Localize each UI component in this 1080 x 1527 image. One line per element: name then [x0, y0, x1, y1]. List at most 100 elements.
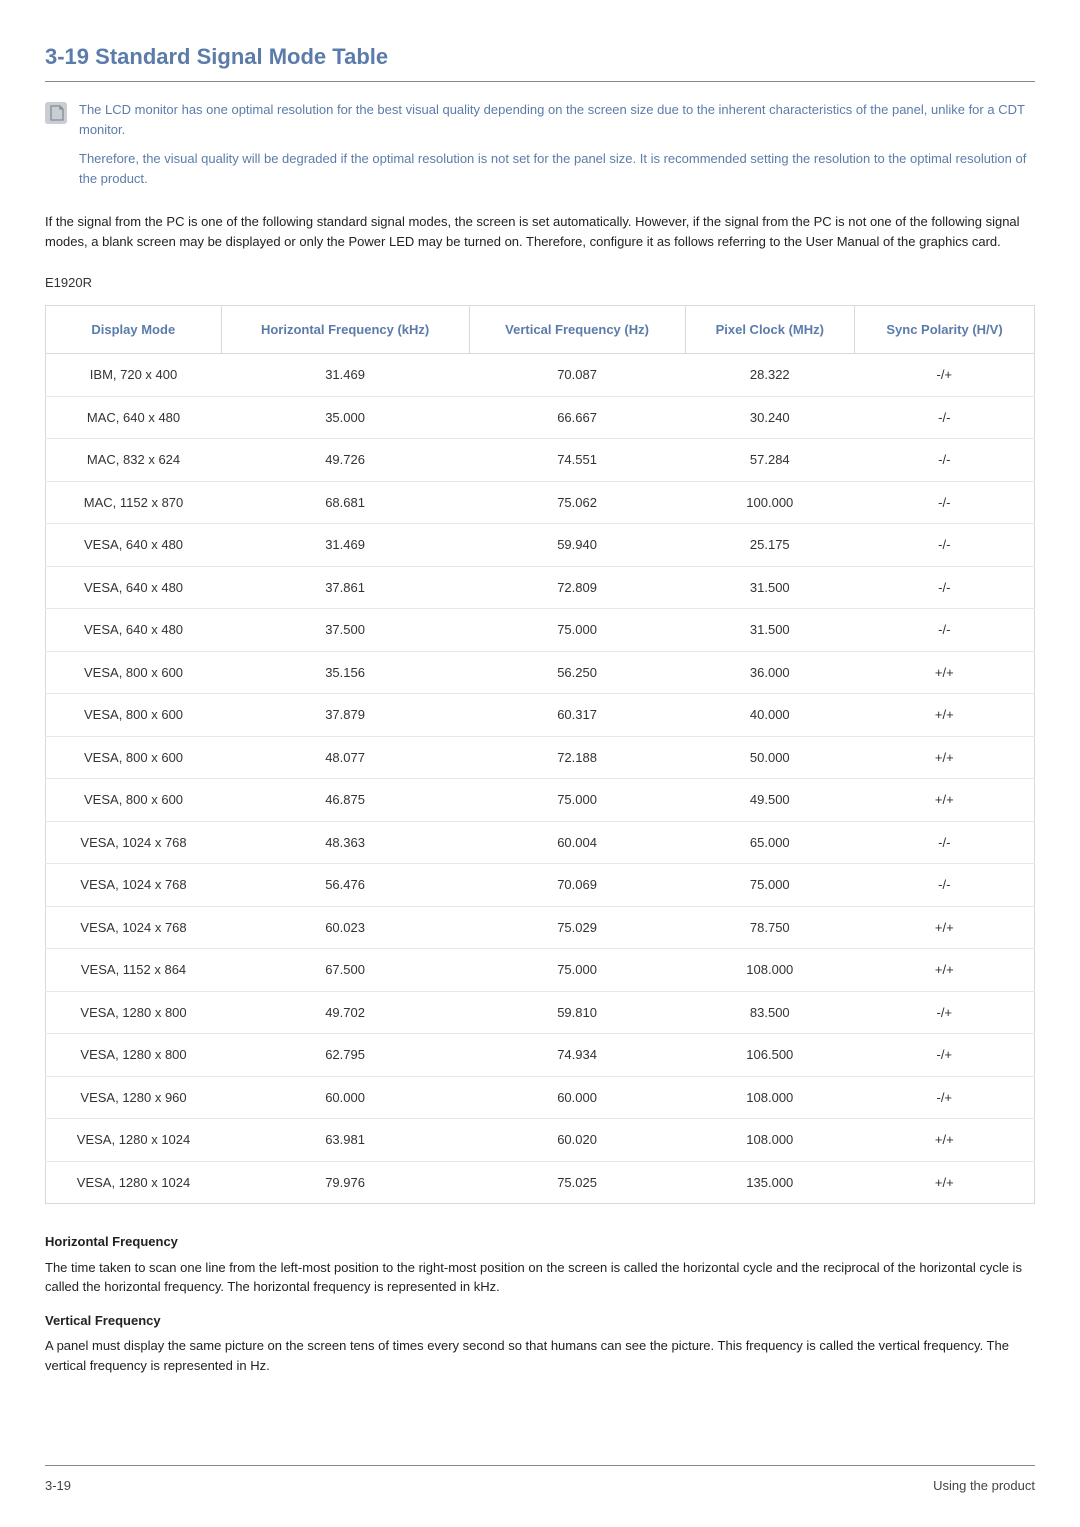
table-cell: 56.476 — [221, 864, 469, 907]
table-cell: 60.000 — [221, 1076, 469, 1119]
col-display-mode: Display Mode — [46, 305, 222, 354]
col-sync-polarity: Sync Polarity (H/V) — [855, 305, 1035, 354]
table-cell: -/- — [855, 439, 1035, 482]
table-cell: VESA, 640 x 480 — [46, 609, 222, 652]
table-cell: 40.000 — [685, 694, 855, 737]
table-cell: 72.188 — [469, 736, 685, 779]
table-row: VESA, 800 x 60037.87960.31740.000+/+ — [46, 694, 1035, 737]
table-cell: 75.000 — [469, 949, 685, 992]
table-cell: 135.000 — [685, 1161, 855, 1204]
table-cell: VESA, 1024 x 768 — [46, 821, 222, 864]
col-horizontal-freq: Horizontal Frequency (kHz) — [221, 305, 469, 354]
table-cell: 75.000 — [469, 779, 685, 822]
table-cell: -/- — [855, 396, 1035, 439]
table-cell: MAC, 640 x 480 — [46, 396, 222, 439]
table-row: MAC, 1152 x 87068.68175.062100.000-/- — [46, 481, 1035, 524]
model-label: E1920R — [45, 273, 1035, 293]
table-cell: 37.879 — [221, 694, 469, 737]
table-cell: +/+ — [855, 1161, 1035, 1204]
table-row: VESA, 640 x 48037.86172.80931.500-/- — [46, 566, 1035, 609]
table-cell: 75.000 — [685, 864, 855, 907]
table-cell: 31.500 — [685, 566, 855, 609]
table-cell: 75.025 — [469, 1161, 685, 1204]
table-cell: VESA, 1280 x 1024 — [46, 1119, 222, 1162]
table-cell: 49.702 — [221, 991, 469, 1034]
hf-title: Horizontal Frequency — [45, 1232, 1035, 1252]
table-cell: VESA, 1024 x 768 — [46, 864, 222, 907]
table-cell: 50.000 — [685, 736, 855, 779]
table-cell: 48.077 — [221, 736, 469, 779]
vf-title: Vertical Frequency — [45, 1311, 1035, 1331]
hf-body: The time taken to scan one line from the… — [45, 1258, 1035, 1297]
table-cell: -/- — [855, 566, 1035, 609]
table-cell: VESA, 1280 x 1024 — [46, 1161, 222, 1204]
table-cell: IBM, 720 x 400 — [46, 354, 222, 397]
table-cell: 108.000 — [685, 1076, 855, 1119]
table-cell: VESA, 1280 x 800 — [46, 991, 222, 1034]
table-cell: VESA, 1024 x 768 — [46, 906, 222, 949]
table-cell: 49.726 — [221, 439, 469, 482]
table-row: VESA, 640 x 48031.46959.94025.175-/- — [46, 524, 1035, 567]
table-row: VESA, 640 x 48037.50075.00031.500-/- — [46, 609, 1035, 652]
table-cell: VESA, 800 x 600 — [46, 651, 222, 694]
footer-left: 3-19 — [45, 1476, 71, 1496]
table-cell: 72.809 — [469, 566, 685, 609]
table-cell: -/- — [855, 864, 1035, 907]
table-row: VESA, 800 x 60048.07772.18850.000+/+ — [46, 736, 1035, 779]
table-row: IBM, 720 x 40031.46970.08728.322-/+ — [46, 354, 1035, 397]
table-cell: VESA, 640 x 480 — [46, 524, 222, 567]
table-cell: VESA, 640 x 480 — [46, 566, 222, 609]
table-cell: -/+ — [855, 354, 1035, 397]
section-heading: 3-19 Standard Signal Mode Table — [45, 40, 1035, 82]
table-cell: -/+ — [855, 991, 1035, 1034]
table-cell: 78.750 — [685, 906, 855, 949]
table-cell: +/+ — [855, 736, 1035, 779]
table-cell: 108.000 — [685, 1119, 855, 1162]
table-cell: 70.069 — [469, 864, 685, 907]
table-cell: 68.681 — [221, 481, 469, 524]
table-cell: 37.861 — [221, 566, 469, 609]
table-cell: -/- — [855, 524, 1035, 567]
table-cell: 79.976 — [221, 1161, 469, 1204]
col-vertical-freq: Vertical Frequency (Hz) — [469, 305, 685, 354]
note-body: The LCD monitor has one optimal resoluti… — [79, 100, 1035, 198]
table-cell: MAC, 1152 x 870 — [46, 481, 222, 524]
table-row: VESA, 1280 x 80062.79574.934106.500-/+ — [46, 1034, 1035, 1077]
table-cell: 60.000 — [469, 1076, 685, 1119]
table-cell: 48.363 — [221, 821, 469, 864]
table-row: VESA, 1280 x 80049.70259.81083.500-/+ — [46, 991, 1035, 1034]
vf-body: A panel must display the same picture on… — [45, 1336, 1035, 1375]
footer-right: Using the product — [933, 1476, 1035, 1496]
table-cell: +/+ — [855, 779, 1035, 822]
table-row: VESA, 800 x 60035.15656.25036.000+/+ — [46, 651, 1035, 694]
definitions: Horizontal Frequency The time taken to s… — [45, 1232, 1035, 1375]
signal-mode-table: Display Mode Horizontal Frequency (kHz) … — [45, 305, 1035, 1205]
table-cell: 35.000 — [221, 396, 469, 439]
table-row: VESA, 1024 x 76848.36360.00465.000-/- — [46, 821, 1035, 864]
table-cell: 60.317 — [469, 694, 685, 737]
table-cell: 35.156 — [221, 651, 469, 694]
table-cell: 83.500 — [685, 991, 855, 1034]
table-cell: +/+ — [855, 949, 1035, 992]
note-paragraph: The LCD monitor has one optimal resoluti… — [79, 100, 1035, 139]
table-cell: 75.029 — [469, 906, 685, 949]
table-cell: 60.020 — [469, 1119, 685, 1162]
table-row: VESA, 1280 x 96060.00060.000108.000-/+ — [46, 1076, 1035, 1119]
table-cell: -/- — [855, 481, 1035, 524]
table-row: VESA, 1152 x 86467.50075.000108.000+/+ — [46, 949, 1035, 992]
table-cell: 37.500 — [221, 609, 469, 652]
page-footer: 3-19 Using the product — [45, 1465, 1035, 1496]
table-row: VESA, 1024 x 76860.02375.02978.750+/+ — [46, 906, 1035, 949]
table-cell: 67.500 — [221, 949, 469, 992]
intro-paragraph: If the signal from the PC is one of the … — [45, 212, 1035, 251]
note-icon — [45, 102, 67, 124]
table-row: VESA, 1024 x 76856.47670.06975.000-/- — [46, 864, 1035, 907]
table-cell: +/+ — [855, 651, 1035, 694]
note-block: The LCD monitor has one optimal resoluti… — [45, 100, 1035, 198]
table-cell: 66.667 — [469, 396, 685, 439]
table-cell: VESA, 1280 x 800 — [46, 1034, 222, 1077]
table-cell: 56.250 — [469, 651, 685, 694]
table-cell: 100.000 — [685, 481, 855, 524]
table-cell: 31.500 — [685, 609, 855, 652]
table-cell: -/+ — [855, 1034, 1035, 1077]
